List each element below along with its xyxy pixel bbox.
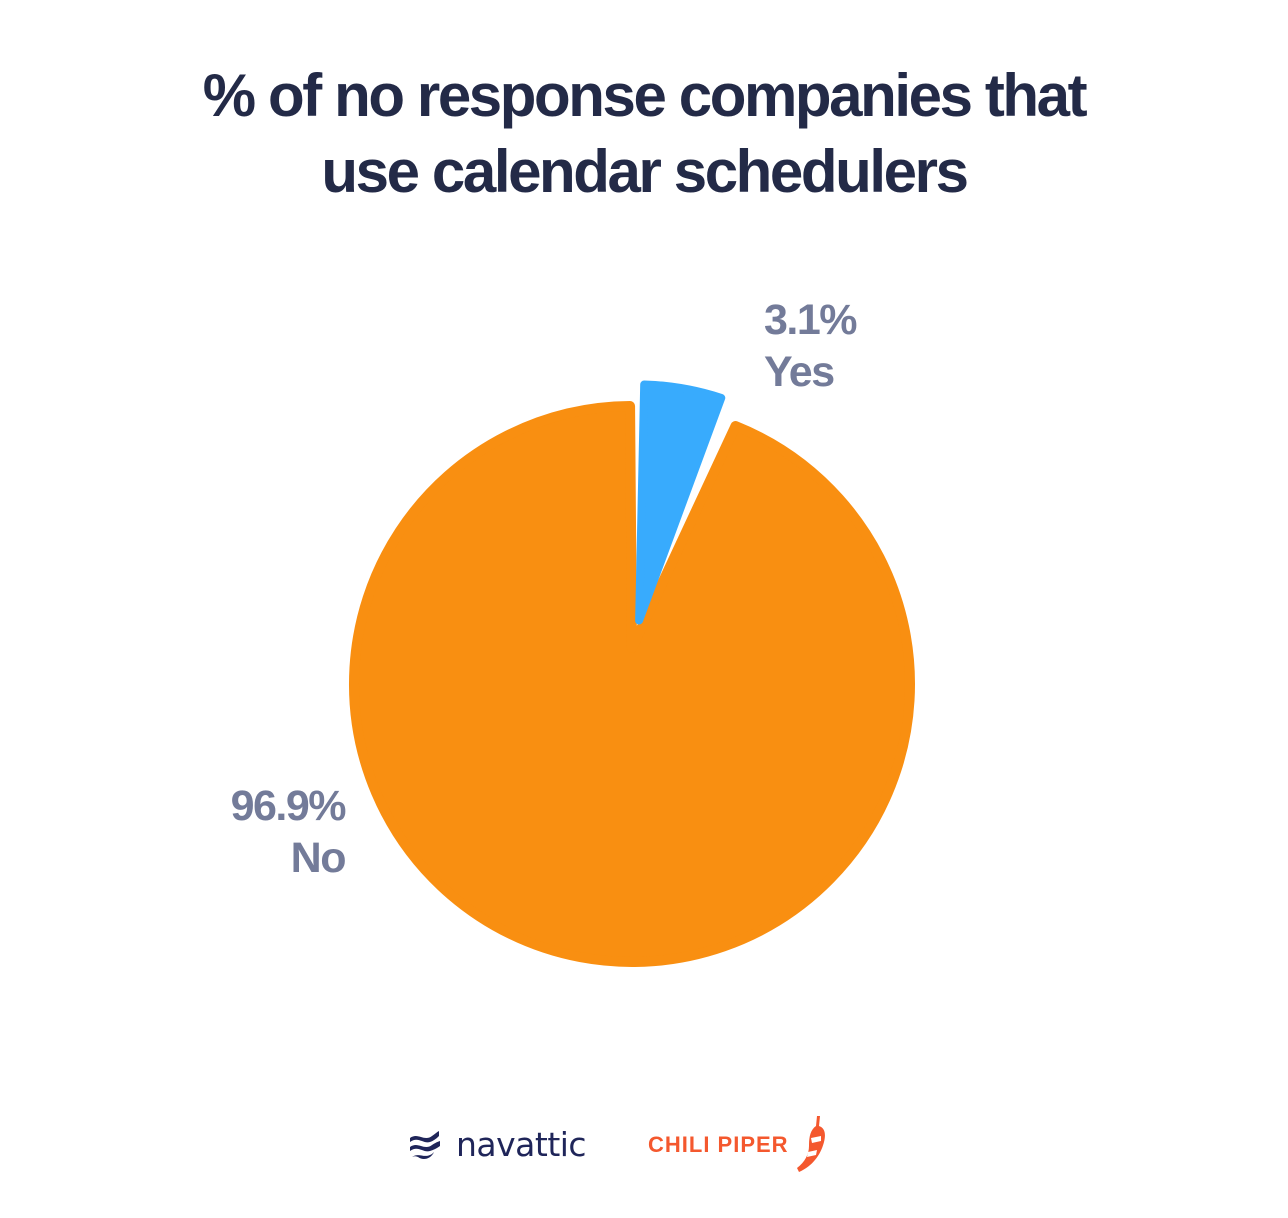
- data-label-yes: 3.1% Yes: [764, 294, 858, 398]
- data-label-yes-value: 3.1%: [764, 296, 858, 344]
- data-label-no-name: No: [290, 834, 347, 882]
- footer-logos: navattic CHILI PIPER: [408, 1112, 878, 1178]
- navattic-wave-icon: [410, 1131, 440, 1160]
- chili-piper-logo: CHILI PIPER: [648, 1112, 829, 1178]
- navattic-logo: navattic: [408, 1120, 587, 1170]
- data-label-yes-name: Yes: [764, 348, 835, 396]
- pie-slice-no[interactable]: [349, 401, 915, 967]
- chili-piper-wordmark: CHILI PIPER: [648, 1132, 789, 1157]
- chart-title-line-2: use calendar schedulers: [321, 138, 969, 205]
- chili-pepper-icon: [796, 1116, 825, 1172]
- chart-title: % of no response companies that use cale…: [0, 58, 1288, 210]
- navattic-wordmark: navattic: [456, 1125, 587, 1164]
- chart-title-line-1: % of no response companies that: [202, 62, 1088, 129]
- data-label-no-value: 96.9%: [230, 782, 347, 830]
- pie-slice-yes[interactable]: [635, 380, 726, 625]
- data-label-no: 96.9% No: [170, 780, 347, 884]
